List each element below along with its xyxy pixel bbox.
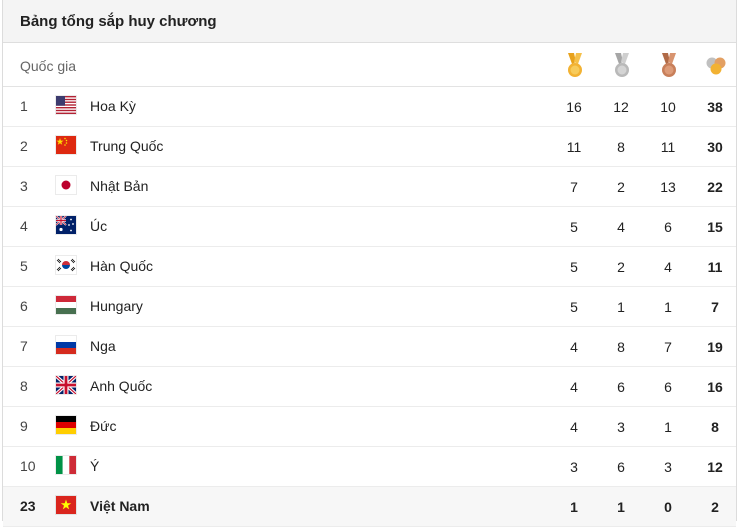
bronze-count: 6 [664, 219, 672, 235]
gold-count: 16 [566, 99, 582, 115]
silver-count: 2 [617, 179, 625, 195]
rank: 6 [20, 298, 28, 314]
table-row[interactable]: 9 Đức 4 3 1 8 [3, 407, 736, 447]
table-row[interactable]: 4 Úc 5 4 6 15 [3, 207, 736, 247]
gold-count: 4 [570, 339, 578, 355]
gold-medal-icon [568, 53, 582, 77]
table-row[interactable]: 2 Trung Quốc 11 8 11 30 [3, 127, 736, 167]
total-count: 30 [707, 139, 723, 155]
bronze-count: 10 [660, 99, 676, 115]
total-count: 8 [711, 419, 719, 435]
gold-count: 5 [570, 219, 578, 235]
rank: 2 [20, 138, 28, 154]
vietnam-flag-icon [56, 496, 76, 514]
south-korea-flag-icon [56, 256, 76, 274]
total-medals-icon [706, 57, 726, 75]
table-row[interactable]: 6 Hungary 5 1 1 7 [3, 287, 736, 327]
bronze-count: 3 [664, 459, 672, 475]
country-name: Úc [90, 218, 108, 234]
rank: 1 [20, 98, 28, 114]
rank: 4 [20, 218, 28, 234]
silver-count: 2 [617, 259, 625, 275]
table-row[interactable]: 1 Hoa Kỳ 16 12 10 38 [3, 87, 736, 127]
bronze-count: 6 [664, 379, 672, 395]
australia-flag-icon [56, 216, 76, 234]
rank: 9 [20, 418, 28, 434]
bronze-count: 0 [664, 499, 672, 515]
russia-flag-icon [56, 336, 76, 354]
uk-flag-icon [56, 376, 76, 394]
table-row[interactable]: 7 Nga 4 8 7 19 [3, 327, 736, 367]
usa-flag-icon [56, 96, 76, 114]
country-name: Nga [90, 338, 116, 354]
gold-count: 1 [570, 499, 578, 515]
bronze-count: 4 [664, 259, 672, 275]
country-name: Hàn Quốc [90, 258, 154, 274]
total-count: 22 [707, 179, 723, 195]
china-flag-icon [56, 136, 76, 154]
country-name: Trung Quốc [90, 138, 164, 154]
silver-count: 1 [617, 499, 625, 515]
gold-count: 5 [570, 299, 578, 315]
table-row-highlighted[interactable]: 23 Việt Nam 1 1 0 2 [3, 487, 736, 527]
gold-count: 4 [570, 419, 578, 435]
bronze-count: 7 [664, 339, 672, 355]
rank: 7 [20, 338, 28, 354]
silver-medal-icon [615, 53, 629, 77]
hungary-flag-icon [56, 296, 76, 314]
table-row[interactable]: 3 Nhật Bản 7 2 13 22 [3, 167, 736, 207]
silver-count: 1 [617, 299, 625, 315]
gold-count: 11 [566, 139, 582, 155]
total-count: 15 [707, 219, 723, 235]
bronze-count: 13 [660, 179, 676, 195]
country-column-label: Quốc gia [20, 58, 77, 74]
silver-count: 4 [617, 219, 625, 235]
silver-count: 6 [617, 379, 625, 395]
germany-flag-icon [56, 416, 76, 434]
bronze-count: 11 [660, 139, 676, 155]
bronze-count: 1 [664, 419, 672, 435]
gold-count: 7 [570, 179, 578, 195]
table-row[interactable]: 10 Ý 3 6 3 12 [3, 447, 736, 487]
medal-rows: 1 Hoa Kỳ 16 12 10 38 2 [3, 87, 736, 527]
rank: 10 [20, 458, 36, 474]
country-name: Nhật Bản [90, 178, 149, 194]
rank: 8 [20, 378, 28, 394]
italy-flag-icon [56, 456, 76, 474]
total-count: 7 [711, 299, 719, 315]
rank: 5 [20, 258, 28, 274]
bronze-medal-icon [662, 53, 676, 77]
total-count: 2 [711, 499, 719, 515]
total-count: 12 [707, 459, 723, 475]
silver-count: 12 [613, 99, 629, 115]
country-name: Hungary [90, 298, 143, 314]
column-header-row: Quốc gia [3, 43, 736, 87]
country-name: Ý [90, 458, 100, 474]
total-count: 11 [707, 259, 723, 275]
silver-count: 8 [617, 339, 625, 355]
widget-title: Bảng tổng sắp huy chương [20, 12, 217, 30]
silver-count: 3 [617, 419, 625, 435]
gold-count: 3 [570, 459, 578, 475]
country-name: Việt Nam [90, 498, 150, 514]
country-name: Hoa Kỳ [90, 98, 136, 114]
rank: 23 [20, 498, 36, 514]
gold-count: 5 [570, 259, 578, 275]
silver-count: 6 [617, 459, 625, 475]
country-name: Anh Quốc [90, 378, 153, 394]
silver-count: 8 [617, 139, 625, 155]
total-count: 38 [707, 99, 723, 115]
widget-header: Bảng tổng sắp huy chương [3, 0, 736, 43]
bronze-count: 1 [664, 299, 672, 315]
gold-count: 4 [570, 379, 578, 395]
total-count: 19 [707, 339, 723, 355]
country-name: Đức [90, 418, 117, 434]
rank: 3 [20, 178, 28, 194]
table-row[interactable]: 8 Anh Quốc 4 6 6 16 [3, 367, 736, 407]
japan-flag-icon [56, 176, 76, 194]
table-row[interactable]: 5 Hàn Quốc 5 2 4 11 [3, 247, 736, 287]
total-count: 16 [707, 379, 723, 395]
